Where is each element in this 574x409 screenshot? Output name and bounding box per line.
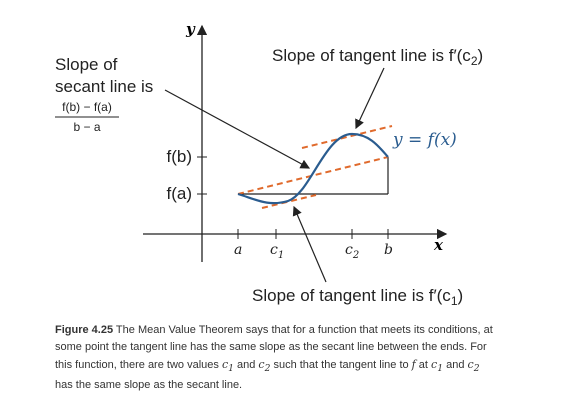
caption-math: c bbox=[258, 358, 265, 371]
caption-math: c bbox=[431, 358, 438, 371]
fraction-denominator: b − a bbox=[73, 120, 100, 134]
caption-text: and bbox=[233, 359, 259, 371]
caption-math: 1 bbox=[228, 363, 234, 375]
annotation: secant line is bbox=[55, 77, 153, 96]
caption-text: The Mean Value Theorem says that for a f… bbox=[55, 324, 493, 371]
y-tick-label: f(b) bbox=[167, 147, 193, 166]
curve bbox=[237, 132, 389, 205]
ticks bbox=[197, 156, 389, 239]
caption-math: 2 bbox=[473, 363, 480, 375]
tangent-line bbox=[301, 125, 393, 149]
caption-math: 2 bbox=[264, 363, 271, 375]
caption-text: such that the tangent line to bbox=[270, 359, 412, 371]
x-tick-label: b bbox=[384, 242, 393, 258]
x-axis-label: x bbox=[433, 236, 444, 254]
curve-label: y = f(x) bbox=[392, 130, 457, 150]
caption-text: and bbox=[443, 359, 468, 371]
arrow bbox=[292, 205, 327, 283]
caption: Figure 4.25 The Mean Value Theorem says … bbox=[55, 322, 500, 394]
fraction-numerator: f(b) − f(a) bbox=[62, 100, 112, 114]
caption-text: has the same slope as the secant line. bbox=[55, 379, 243, 392]
secant-line bbox=[237, 156, 389, 195]
caption-label: Figure 4.25 bbox=[55, 324, 114, 336]
arrow bbox=[355, 67, 385, 130]
x-tick-label: c1 bbox=[270, 242, 284, 261]
caption-text: at bbox=[415, 359, 432, 371]
caption-math: f bbox=[411, 358, 416, 371]
diagram: y x a c1 c2 b f(b) f(a) y = f(x) Slope o… bbox=[55, 20, 483, 308]
x-tick-label: a bbox=[234, 242, 242, 258]
annotation: Slope of bbox=[55, 55, 118, 74]
x-tick-label: c2 bbox=[345, 242, 359, 261]
caption-math: c bbox=[221, 358, 229, 371]
annotation: Slope of tangent line is f′(c2) bbox=[272, 46, 483, 68]
annotation: Slope of tangent line is f′(c1) bbox=[252, 286, 463, 308]
y-tick-label: f(a) bbox=[167, 184, 193, 203]
y-axis-label: y bbox=[185, 20, 196, 38]
arrow bbox=[164, 89, 311, 169]
caption-math: c bbox=[467, 358, 474, 371]
caption-math: 1 bbox=[437, 363, 444, 375]
